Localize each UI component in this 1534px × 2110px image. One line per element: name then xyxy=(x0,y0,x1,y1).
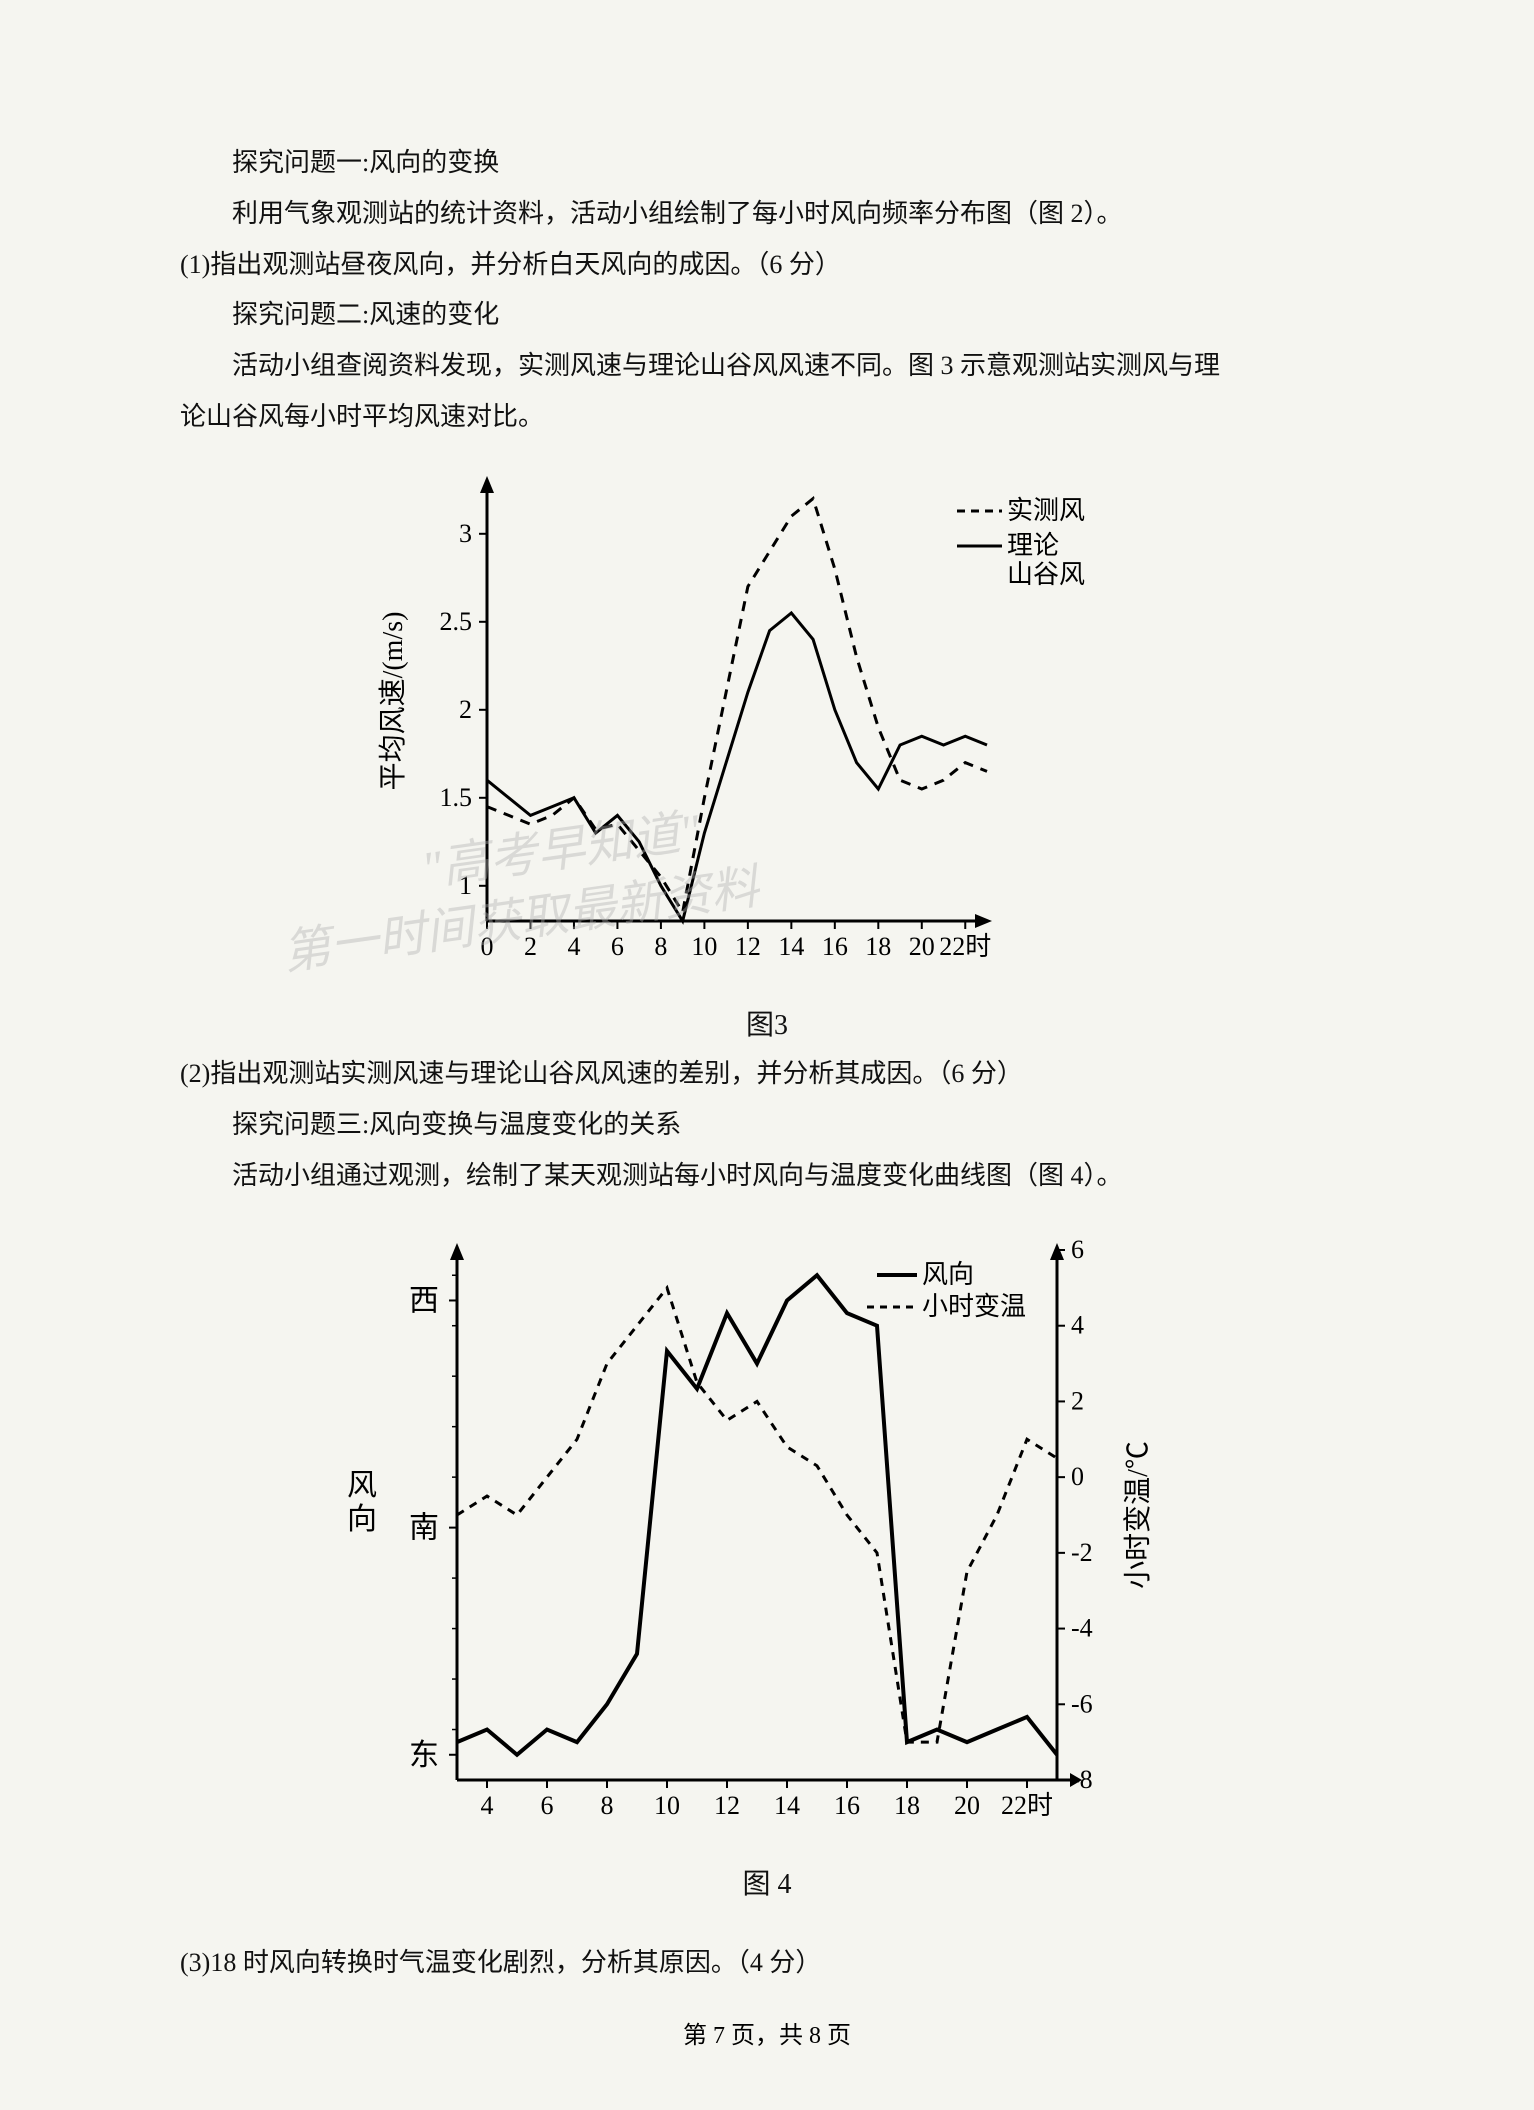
svg-text:0: 0 xyxy=(1071,1462,1084,1491)
svg-text:6: 6 xyxy=(611,932,624,961)
svg-text:1: 1 xyxy=(459,871,472,900)
svg-text:-6: -6 xyxy=(1071,1689,1093,1718)
svg-text:10: 10 xyxy=(691,932,717,961)
svg-text:2: 2 xyxy=(459,695,472,724)
topic-two: 探究问题二:风速的变化 xyxy=(180,292,1354,339)
svg-text:14: 14 xyxy=(778,932,804,961)
svg-text:12: 12 xyxy=(714,1791,740,1820)
svg-text:12: 12 xyxy=(735,932,761,961)
topic-one-desc: 利用气象观测站的统计资料，活动小组绘制了每小时风向频率分布图（图 2）。 xyxy=(180,191,1354,238)
svg-text:小时变温: 小时变温 xyxy=(922,1292,1026,1321)
topic-two-desc-line1: 活动小组查阅资料发现，实测风速与理论山谷风风速不同。图 3 示意观测站实测风与理 xyxy=(180,343,1354,390)
svg-text:8: 8 xyxy=(654,932,667,961)
svg-text:10: 10 xyxy=(654,1791,680,1820)
figure-4-label: 图 4 xyxy=(180,1860,1354,1910)
question-1: (1)指出观测站昼夜风向，并分析白天风向的成因。（6 分） xyxy=(180,242,1354,289)
svg-text:8: 8 xyxy=(601,1791,614,1820)
svg-text:南: 南 xyxy=(409,1511,439,1544)
svg-text:西: 西 xyxy=(409,1284,439,1317)
svg-text:风向: 风向 xyxy=(922,1260,974,1289)
svg-text:-4: -4 xyxy=(1071,1613,1093,1642)
svg-text:东: 东 xyxy=(409,1738,439,1771)
topic-three: 探究问题三:风向变换与温度变化的关系 xyxy=(180,1102,1354,1149)
svg-text:20: 20 xyxy=(954,1791,980,1820)
svg-text:22时: 22时 xyxy=(939,932,991,961)
figure-3-label: 图3 xyxy=(180,1001,1354,1051)
topic-one: 探究问题一:风向的变换 xyxy=(180,140,1354,187)
svg-text:实测风: 实测风 xyxy=(1007,496,1085,525)
svg-text:6: 6 xyxy=(541,1791,554,1820)
svg-text:3: 3 xyxy=(459,519,472,548)
svg-text:4: 4 xyxy=(567,932,580,961)
svg-text:18: 18 xyxy=(894,1791,920,1820)
svg-text:14: 14 xyxy=(774,1791,800,1820)
svg-text:20: 20 xyxy=(909,932,935,961)
svg-text:18: 18 xyxy=(865,932,891,961)
svg-text:山谷风: 山谷风 xyxy=(1007,560,1085,589)
page-footer: 第 7 页，共 8 页 xyxy=(0,2015,1534,2050)
svg-text:2: 2 xyxy=(1071,1386,1084,1415)
svg-text:2.5: 2.5 xyxy=(440,607,473,636)
svg-text:风: 风 xyxy=(347,1469,377,1502)
svg-text:16: 16 xyxy=(834,1791,860,1820)
question-3: (3)18 时风向转换时气温变化剧烈，分析其原因。（4 分） xyxy=(180,1940,1354,1987)
figure-4-chart: 东南西-8-6-4-2024646810121416182022时风向小时变温/… xyxy=(317,1220,1217,1840)
question-2: (2)指出观测站实测风速与理论山谷风风速的差别，并分析其成因。（6 分） xyxy=(180,1051,1354,1098)
topic-three-desc: 活动小组通过观测，绘制了某天观测站每小时风向与温度变化曲线图（图 4）。 xyxy=(180,1153,1354,1200)
svg-text:2: 2 xyxy=(524,932,537,961)
svg-text:1.5: 1.5 xyxy=(440,783,473,812)
svg-text:-2: -2 xyxy=(1071,1537,1093,1566)
figure-3-chart: 1 1.5 2 2.5 3 0 2 4 6 8 10 12 14 16 18 2022时 平均风速/(m/s) 实… xyxy=(367,461,1167,981)
svg-text:6: 6 xyxy=(1071,1235,1084,1264)
svg-text:向: 向 xyxy=(347,1503,377,1536)
svg-text:小时变温/℃: 小时变温/℃ xyxy=(1122,1441,1154,1589)
svg-text:4: 4 xyxy=(481,1791,494,1820)
topic-two-desc-line2: 论山谷风每小时平均风速对比。 xyxy=(180,394,1354,441)
svg-text:22时: 22时 xyxy=(1001,1791,1053,1820)
svg-text:4: 4 xyxy=(1071,1310,1084,1339)
svg-text:平均风速/(m/s): 平均风速/(m/s) xyxy=(377,611,409,790)
svg-text:理论: 理论 xyxy=(1007,531,1059,560)
svg-text:-8: -8 xyxy=(1071,1765,1093,1794)
svg-text:0: 0 xyxy=(481,932,494,961)
svg-text:16: 16 xyxy=(822,932,848,961)
